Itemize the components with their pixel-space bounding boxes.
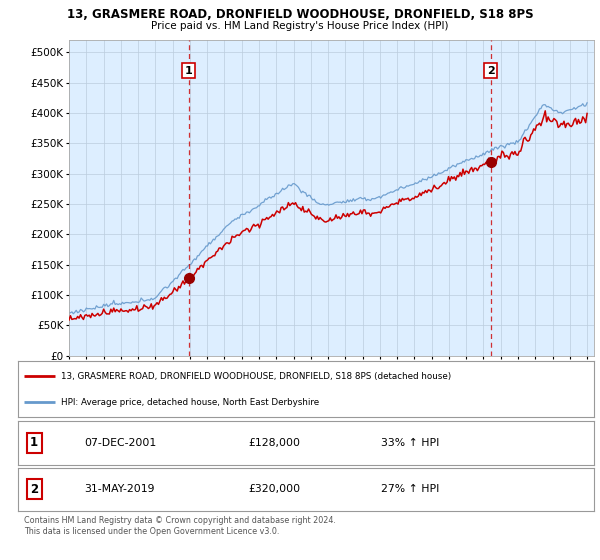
- Text: HPI: Average price, detached house, North East Derbyshire: HPI: Average price, detached house, Nort…: [61, 398, 319, 407]
- Text: Price paid vs. HM Land Registry's House Price Index (HPI): Price paid vs. HM Land Registry's House …: [151, 21, 449, 31]
- Text: Contains HM Land Registry data © Crown copyright and database right 2024.
This d: Contains HM Land Registry data © Crown c…: [24, 516, 336, 536]
- Text: 27% ↑ HPI: 27% ↑ HPI: [381, 484, 439, 494]
- Text: £128,000: £128,000: [248, 438, 301, 448]
- Text: 1: 1: [30, 436, 38, 450]
- Text: 13, GRASMERE ROAD, DRONFIELD WOODHOUSE, DRONFIELD, S18 8PS (detached house): 13, GRASMERE ROAD, DRONFIELD WOODHOUSE, …: [61, 372, 451, 381]
- Text: 31-MAY-2019: 31-MAY-2019: [84, 484, 155, 494]
- Text: 13, GRASMERE ROAD, DRONFIELD WOODHOUSE, DRONFIELD, S18 8PS: 13, GRASMERE ROAD, DRONFIELD WOODHOUSE, …: [67, 8, 533, 21]
- Text: 1: 1: [185, 66, 193, 76]
- Text: £320,000: £320,000: [248, 484, 301, 494]
- Text: 2: 2: [487, 66, 494, 76]
- Text: 07-DEC-2001: 07-DEC-2001: [84, 438, 157, 448]
- Text: 2: 2: [30, 483, 38, 496]
- Text: 33% ↑ HPI: 33% ↑ HPI: [381, 438, 439, 448]
